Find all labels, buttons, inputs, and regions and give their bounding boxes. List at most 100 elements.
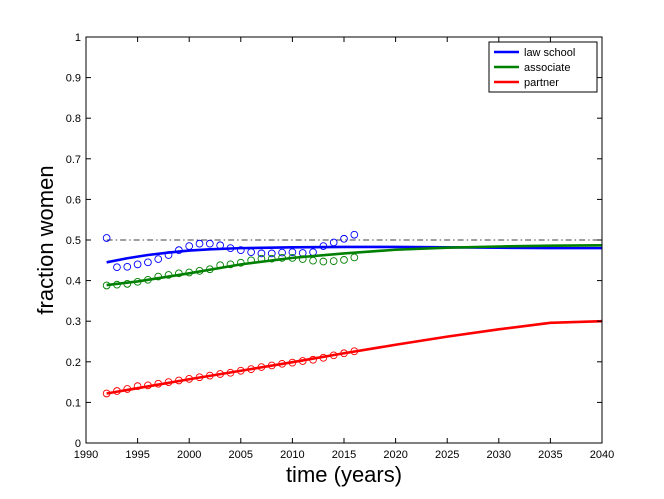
data-point <box>226 244 235 252</box>
legend: law school associate partner <box>488 41 598 93</box>
data-point <box>102 281 111 290</box>
data-point <box>154 272 163 281</box>
y-tick-label: 0.1 <box>66 397 81 409</box>
data-point <box>133 260 142 269</box>
legend-entry: law school <box>524 47 575 59</box>
data-point <box>102 389 111 398</box>
data-point <box>195 239 204 248</box>
data-point <box>247 248 255 257</box>
data-point <box>267 249 276 258</box>
data-point <box>185 375 194 383</box>
data-point <box>216 241 225 250</box>
data-point <box>247 256 255 265</box>
x-tick-label: 2020 <box>383 449 407 461</box>
legend-entry: partner <box>524 77 559 89</box>
legend-entry: associate <box>524 62 570 74</box>
data-point <box>123 262 132 271</box>
y-tick-label: 0.3 <box>66 316 81 328</box>
data-point <box>185 268 194 277</box>
data-point <box>288 248 297 257</box>
data-point <box>236 246 245 255</box>
data-point <box>175 246 183 255</box>
data-point <box>267 254 276 263</box>
data-point <box>205 239 214 248</box>
y-axis-label: fraction women <box>33 165 58 314</box>
data-point <box>329 257 338 265</box>
data-point <box>257 249 266 258</box>
data-point <box>340 349 348 358</box>
data-point <box>340 234 348 243</box>
data-point <box>216 370 225 378</box>
y-tick-label: 1 <box>75 32 81 44</box>
data-point <box>288 358 297 367</box>
data-point <box>319 242 328 250</box>
data-point <box>226 368 235 377</box>
data-point <box>350 230 359 239</box>
plot-marks <box>102 230 603 398</box>
data-point <box>278 248 286 257</box>
data-point <box>164 251 173 259</box>
y-tick-label: 0.5 <box>66 235 81 247</box>
data-point <box>319 353 328 362</box>
data-point <box>288 254 297 262</box>
data-point <box>133 382 142 391</box>
data-point <box>164 378 173 386</box>
data-point <box>123 385 132 393</box>
data-point <box>185 242 194 250</box>
data-point <box>205 371 214 380</box>
data-point <box>102 234 111 242</box>
data-point <box>329 238 338 247</box>
y-tick-label: 0.6 <box>66 194 81 206</box>
data-point <box>113 263 121 272</box>
y-tick-label: 0.9 <box>66 73 81 85</box>
x-tick-label: 2000 <box>177 449 201 461</box>
data-point <box>340 256 348 264</box>
x-tick-label: 2035 <box>538 449 562 461</box>
data-point <box>350 253 359 262</box>
data-point <box>175 269 183 278</box>
data-point <box>267 361 276 370</box>
data-point <box>123 279 132 288</box>
data-point <box>247 365 255 373</box>
data-point <box>278 359 286 368</box>
x-tick-label: 1995 <box>125 449 149 461</box>
data-point <box>195 373 204 382</box>
data-point <box>319 257 328 266</box>
data-point <box>205 265 214 274</box>
data-point <box>350 347 359 356</box>
data-point <box>309 355 317 364</box>
data-point <box>175 376 183 385</box>
x-tick-label: 2040 <box>590 449 614 461</box>
data-point <box>257 254 266 263</box>
data-point <box>113 387 121 395</box>
data-point <box>278 254 286 262</box>
data-point <box>144 381 152 390</box>
data-point <box>133 277 142 286</box>
data-point <box>144 275 152 284</box>
data-point <box>309 256 317 265</box>
y-tick-label: 0.7 <box>66 154 81 166</box>
y-tick-label: 0.8 <box>66 113 81 125</box>
data-point <box>154 379 163 388</box>
data-point <box>216 261 225 270</box>
data-point <box>298 357 307 365</box>
data-point <box>226 260 235 269</box>
x-tick-label: 2010 <box>280 449 304 461</box>
axis-ticks: 1990 1995 2000 2005 2010 2015 2020 2025 2030 2035… <box>66 32 615 461</box>
x-tick-label: 2030 <box>487 449 511 461</box>
data-point <box>329 351 338 360</box>
data-point <box>144 258 152 267</box>
y-tick-label: 0.4 <box>66 276 81 288</box>
data-point <box>257 363 266 371</box>
x-tick-label: 2025 <box>435 449 459 461</box>
data-point <box>113 280 121 289</box>
data-point <box>154 255 163 263</box>
x-tick-label: 2005 <box>229 449 253 461</box>
x-tick-label: 1990 <box>74 449 98 461</box>
y-tick-label: 0.2 <box>66 357 81 369</box>
x-axis-label: time (years) <box>286 462 402 487</box>
data-point <box>236 258 245 267</box>
y-tick-label: 0 <box>75 438 81 450</box>
x-tick-label: 2015 <box>332 449 356 461</box>
